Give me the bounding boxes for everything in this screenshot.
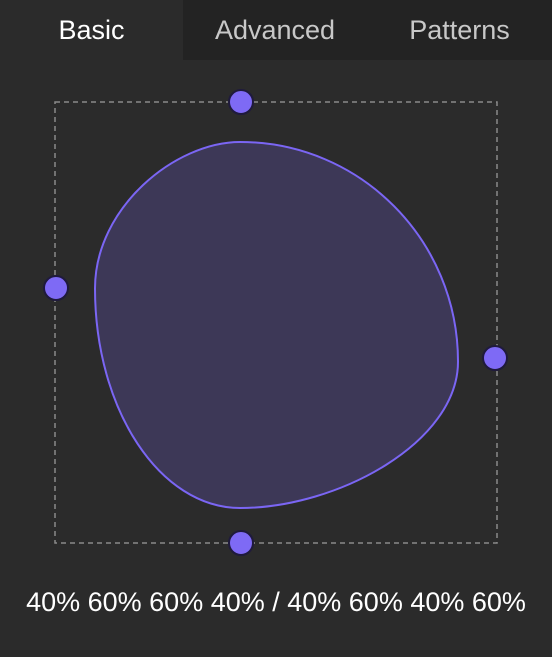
blob-shape <box>93 140 460 510</box>
tab-patterns[interactable]: Patterns <box>367 0 552 60</box>
border-radius-output: 40% 60% 60% 40% / 40% 60% 40% 60% <box>26 587 526 617</box>
right-handle[interactable] <box>482 345 508 371</box>
tab-bar: Basic Advanced Patterns <box>0 0 552 60</box>
bounding-box-guide <box>54 101 498 544</box>
left-handle[interactable] <box>43 275 69 301</box>
shape-canvas <box>43 89 508 556</box>
top-handle[interactable] <box>228 89 254 115</box>
shape-editor <box>0 60 552 580</box>
bottom-handle[interactable] <box>228 530 254 556</box>
tab-basic[interactable]: Basic <box>0 0 183 60</box>
tab-advanced[interactable]: Advanced <box>183 0 367 60</box>
